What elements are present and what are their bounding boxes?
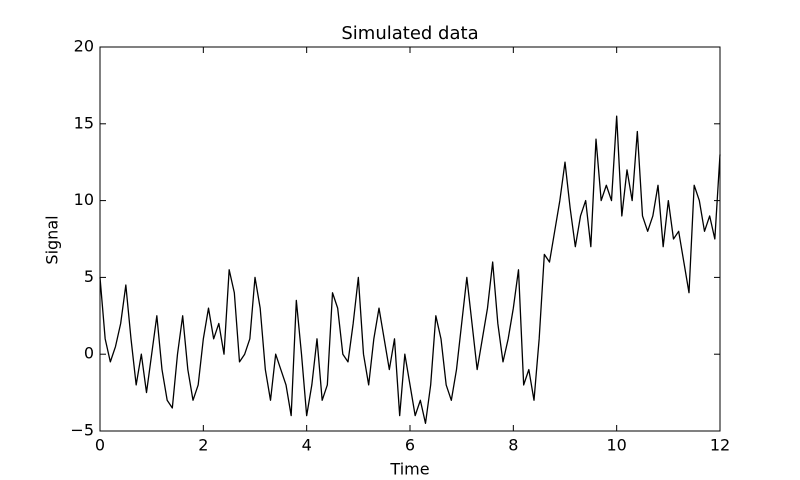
y-axis-label: Signal (43, 215, 62, 264)
x-tick-label: 0 (95, 436, 105, 455)
x-tick-label: 2 (198, 436, 208, 455)
y-tick-label: −5 (70, 421, 94, 440)
x-tick-label: 4 (302, 436, 312, 455)
y-tick-label: 10 (74, 190, 94, 209)
x-tick-label: 10 (606, 436, 626, 455)
y-tick-label: 20 (74, 37, 94, 56)
chart-title: Simulated data (341, 23, 478, 44)
x-tick-label: 8 (508, 436, 518, 455)
x-tick-label: 6 (405, 436, 415, 455)
x-axis-label: Time (389, 460, 429, 479)
data-line (99, 115, 721, 424)
y-tick-label: 0 (84, 344, 94, 363)
x-tick-label: 12 (710, 436, 730, 455)
y-tick-label: 5 (84, 267, 94, 286)
y-tick-label: 15 (74, 113, 94, 132)
